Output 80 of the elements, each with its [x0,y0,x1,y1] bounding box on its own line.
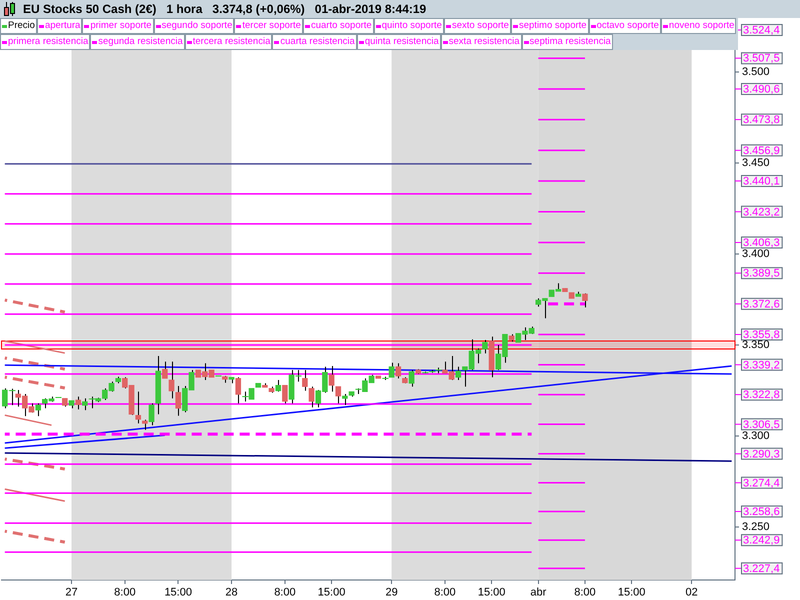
candlestick [162,361,168,379]
legend-label: septimo soporte [518,19,587,33]
candlestick [135,391,142,424]
text: 3.524,4 [743,24,780,37]
y2-tick-label: 3.440,1 [743,175,780,188]
x-tick-label: 02 [686,586,698,599]
x-tick-label: 8:00 [574,586,596,599]
y-tick-label: 3.300 [742,430,770,442]
y2-tick-label: 3.242,9 [743,534,780,547]
x-tick-label: 8:00 [114,586,136,599]
y2-tick-label: 3.322,8 [743,389,780,402]
x-tick-label: 8:00 [274,586,296,599]
candlestick [328,365,334,392]
y2-tick-label: 3.423,2 [743,206,780,218]
legend-label: tercera resistencia [192,35,270,49]
y2-tick-label: 3.258,6 [743,506,780,518]
legend-label: apertura [44,19,80,33]
legend-label: quinta resistencia [364,35,439,49]
candlestick [142,419,148,430]
candlestick [35,402,42,417]
y2-tick-label: 3.389,5 [743,268,780,280]
y-tick-label: 3.400 [742,248,770,260]
candlestick [175,386,182,416]
x-tick-label: 8:00 [434,586,456,599]
candlestick [455,366,462,381]
candlestick [82,398,88,411]
y2-tick-label: 3.339,2 [743,359,780,372]
legend-label: octavo soporte [596,19,659,33]
legend-label: segundo soporte [162,19,232,33]
candlestick [395,362,402,379]
candlestick [275,380,282,392]
y2-tick-label: 3.306,5 [743,418,780,431]
candlestick [282,384,288,404]
candlestick [148,402,154,426]
x-tick-label: abr [530,586,547,599]
legend-label: primera resistencia [8,35,88,49]
x-tick-label: 27 [65,586,78,599]
candlestick [342,394,348,406]
legend-label: sexto soporte [452,19,509,33]
legend-label: primer soporte [90,19,152,33]
legend-label: quinto soporte [382,19,442,33]
candlestick [388,362,394,378]
y2-tick-label: 3.406,3 [743,237,780,250]
x-tick-label: 15:00 [618,586,646,599]
legend-label: Precio [8,19,35,33]
y-tick-label: 3.250 [742,521,770,534]
legend-label: noveno soporte [668,19,734,33]
candlestick [482,339,488,354]
y2-tick-label: 3.473,8 [743,114,780,126]
y-tick-label: 3.350 [742,339,770,352]
y-tick-label: 3.500 [742,66,770,78]
candlestick [582,292,588,308]
y2-tick-label: 3.290,3 [743,448,780,460]
y2-tick-label: 3.355,8 [743,329,780,342]
y2-tick-label: 3.372,6 [743,298,780,310]
y-tick-label: 3.450 [742,156,770,169]
y2-tick-label: 3.456,9 [743,144,780,157]
legend-label: cuarta resistencia [280,35,355,49]
chart-title: EU Stocks 50 Cash (2€) 1 hora 3.374,8 (+0,06%) 01-abr-2019 8:44:19 [23,2,426,16]
x-tick-label: 15:00 [318,586,346,599]
legend-label: cuarto soporte [310,19,372,33]
y2-tick-label: 3.507,5 [743,52,780,65]
candlestick [302,370,308,392]
x-tick-label: 28 [225,586,238,599]
y2-tick-label: 3.274,4 [743,477,780,490]
y2-tick-label: 3.227,4 [743,562,780,575]
legend-label: tercer soporte [242,19,301,33]
legend-label: sexta resistencia [448,35,520,49]
x-tick-label: 29 [385,586,398,599]
x-tick-label: 15:00 [164,586,192,599]
legend-label: septima resistencia [530,35,611,49]
candlestick [308,386,314,408]
candlestick [408,370,414,388]
legend-label: segunda resistencia [98,35,183,49]
y2-tick-label: 3.490,6 [743,84,780,96]
candlestick [168,361,174,399]
candlestick [235,376,242,404]
x-tick-label: 15:00 [478,586,506,599]
candlestick [335,386,342,404]
candlestick [75,396,82,410]
